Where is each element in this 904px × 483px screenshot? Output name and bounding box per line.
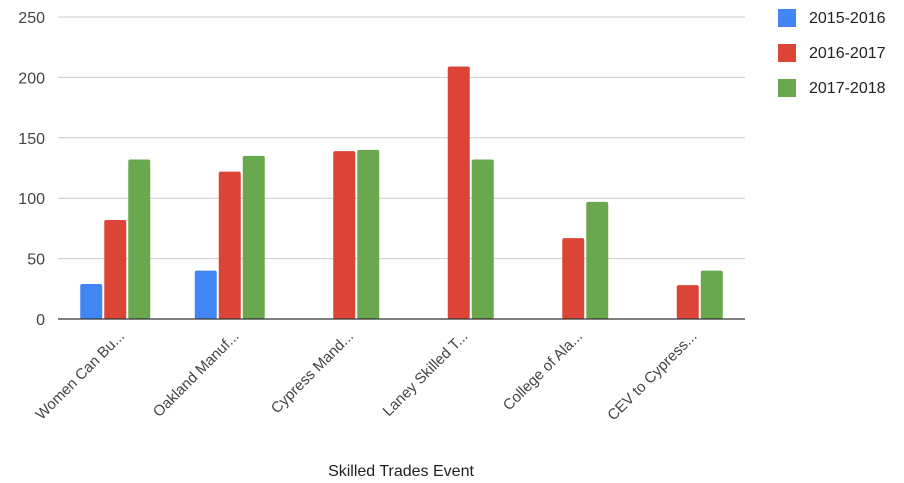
x-tick-label: Women Can Bu... (33, 328, 129, 424)
y-tick-label: 250 (18, 10, 45, 27)
x-axis-label: Skilled Trades Event (328, 463, 474, 480)
legend-swatch-2016-2017 (778, 44, 796, 62)
x-tick-label: Cypress Mand... (268, 328, 357, 417)
bar-2016-2017-0 (104, 219, 127, 319)
x-tick-label: CEV to Cypress... (604, 328, 700, 424)
y-tick-label: 150 (18, 131, 45, 148)
legend-label: 2016-2017 (809, 45, 886, 62)
bar-2017-2018-3 (471, 159, 494, 319)
bar-2016-2017-2 (333, 151, 356, 319)
y-axis-ticks: 0 50 100 150 200 250 (18, 10, 45, 329)
y-tick-label: 50 (27, 252, 45, 269)
x-tick-label: Laney Skilled T... (380, 328, 472, 420)
bar-2016-2017-3 (447, 66, 470, 319)
bars (80, 66, 723, 319)
bar-2016-2017-4 (562, 238, 585, 319)
bar-2016-2017-1 (218, 171, 241, 319)
y-tick-label: 0 (36, 312, 45, 329)
y-tick-label: 200 (18, 70, 45, 87)
bar-2015-2016-0 (80, 283, 103, 319)
x-tick-label: College of Ala... (500, 328, 586, 414)
y-tick-label: 100 (18, 191, 45, 208)
bar-2017-2018-1 (242, 155, 265, 319)
bar-2016-2017-5 (676, 285, 699, 319)
bar-2015-2016-1 (194, 270, 217, 319)
bar-2017-2018-5 (700, 270, 723, 319)
x-tick-label: Oakland Manuf... (150, 328, 243, 421)
bar-2017-2018-0 (128, 159, 151, 319)
legend-label: 2015-2016 (809, 10, 886, 27)
bar-2017-2018-4 (586, 201, 609, 319)
legend-swatch-2015-2016 (778, 9, 796, 27)
legend-swatch-2017-2018 (778, 79, 796, 97)
bar-2017-2018-2 (357, 149, 380, 319)
legend-label: 2017-2018 (809, 80, 886, 97)
gridlines (58, 16, 745, 260)
legend: 2015-2016 2016-2017 2017-2018 (778, 9, 886, 97)
x-axis-ticks: Women Can Bu... Oakland Manuf... Cypress M… (33, 328, 701, 424)
